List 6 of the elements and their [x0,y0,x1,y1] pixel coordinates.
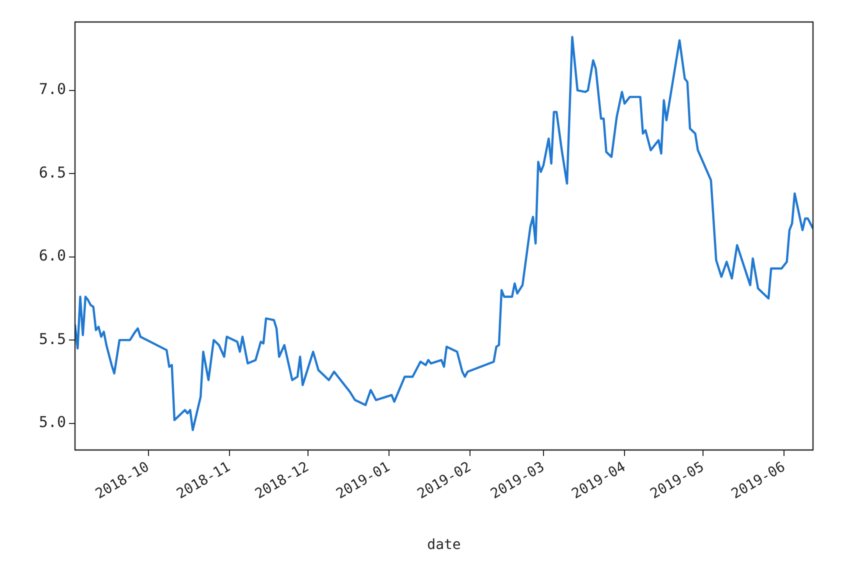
y-tick-label: 5.5 [38,330,66,348]
y-tick-label: 6.5 [38,163,66,182]
y-tick-label: 7.0 [38,80,66,98]
x-axis-title: date [427,537,461,554]
y-tick-label: 6.0 [38,246,66,265]
y-tick-label: 5.0 [38,413,66,432]
